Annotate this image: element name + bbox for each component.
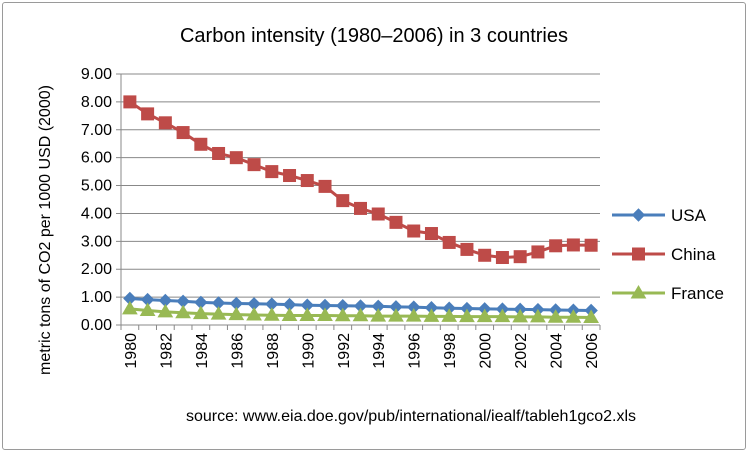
x-tick-label: 1980 (123, 333, 140, 369)
legend-swatch-marker (632, 247, 645, 261)
y-tick-label: 8.00 (81, 94, 112, 111)
x-tick-label: 1986 (229, 333, 246, 369)
y-tick-label: 6.00 (81, 150, 112, 167)
legend-label: France (671, 284, 724, 303)
data-point-china (300, 174, 314, 188)
chart-frame (2, 2, 746, 450)
data-point-france (494, 308, 511, 323)
data-point-france (423, 308, 440, 322)
x-tick-label: 2000 (478, 333, 495, 369)
data-point-france (565, 309, 582, 323)
data-point-france (476, 308, 493, 323)
legend-entry-usa: USA (612, 206, 707, 225)
data-point-france (139, 302, 156, 316)
x-tick-label: 2006 (584, 333, 601, 369)
data-point-france (281, 307, 298, 322)
data-point-france (246, 306, 262, 321)
series-line-china (129, 100, 592, 260)
series-france (121, 300, 600, 323)
y-tick-label: 9.00 (81, 66, 112, 83)
chart-title: Carbon intensity (1980–2006) in 3 countr… (180, 25, 568, 47)
data-point-china (549, 239, 563, 253)
axes: 0.00 1.00 2.00 3.00 4.00 5.00 6.00 7.00 8.00 9.00… (81, 66, 601, 369)
x-tick-label: 1998 (442, 333, 459, 369)
data-point-france (512, 308, 529, 323)
gridlines (116, 73, 600, 326)
data-point-china (123, 95, 137, 109)
x-tick-label: 1994 (371, 333, 388, 369)
data-point-china (442, 235, 456, 249)
data-point-china (478, 248, 492, 262)
data-point-france (210, 306, 227, 320)
x-tick-label: 1984 (194, 333, 211, 369)
data-point-china (531, 245, 545, 259)
data-point-china (460, 242, 474, 256)
data-point-france (263, 307, 280, 321)
data-point-china (389, 215, 403, 229)
data-point-france (192, 305, 209, 320)
data-point-china (141, 107, 155, 121)
y-tick-label: 7.00 (81, 122, 112, 139)
series-china (123, 95, 598, 265)
data-point-china (336, 194, 350, 208)
data-point-france (388, 308, 404, 322)
data-point-france (459, 308, 475, 323)
x-tick-label: 1996 (407, 333, 424, 369)
data-point-france (157, 303, 174, 318)
data-point-china (513, 250, 527, 264)
data-point-france (299, 307, 316, 322)
data-point-france (583, 309, 600, 323)
y-tick-label: 4.00 (81, 205, 112, 222)
x-tick-label: 2004 (549, 333, 566, 369)
y-tick-label: 1.00 (81, 289, 112, 306)
data-point-france (334, 307, 351, 322)
data-point-china (318, 179, 332, 193)
data-point-china (354, 201, 367, 215)
x-tick-label: 1982 (158, 333, 175, 369)
data-point-china (212, 146, 226, 160)
y-tick-label: 2.00 (81, 261, 112, 278)
data-point-france (317, 307, 333, 322)
legend: USA China France (612, 206, 724, 303)
y-axis-label: metric tons of CO2 per 1000 USD (2000) (37, 85, 54, 375)
data-point-china (176, 126, 190, 140)
x-tick-label: 1992 (336, 333, 353, 369)
y-tick-label: 3.00 (81, 233, 112, 250)
data-point-france (547, 309, 564, 323)
legend-swatch-marker (631, 208, 646, 222)
data-point-china (265, 165, 279, 179)
x-tick-label: 1988 (265, 333, 282, 369)
data-point-china (584, 238, 598, 252)
data-point-france (228, 306, 245, 321)
plot-area (121, 95, 600, 323)
legend-label: USA (671, 206, 707, 225)
data-point-france (530, 308, 546, 323)
source-note: source: www.eia.doe.gov/pub/internationa… (186, 408, 636, 425)
x-tick-label: 1990 (300, 333, 317, 369)
data-point-china (229, 151, 243, 165)
data-point-china (371, 207, 385, 221)
data-point-china (247, 158, 261, 172)
data-point-france (405, 308, 422, 322)
data-point-china (194, 137, 208, 151)
data-point-china (407, 224, 421, 238)
data-point-china (158, 116, 172, 130)
x-tick-label: 2002 (513, 333, 530, 369)
data-point-france (175, 304, 191, 319)
data-point-france (121, 300, 138, 315)
data-point-china (424, 227, 438, 241)
legend-label: China (671, 245, 716, 264)
legend-swatch-marker (630, 285, 647, 299)
legend-entry-china: China (612, 245, 716, 264)
data-point-france (441, 308, 458, 322)
data-point-france (370, 308, 387, 322)
data-point-france (352, 307, 369, 322)
y-tick-label: 5.00 (81, 178, 112, 195)
data-point-china (566, 238, 580, 252)
data-point-china (495, 251, 509, 265)
data-point-china (283, 169, 297, 183)
legend-entry-france: France (612, 284, 724, 303)
y-tick-label: 0.00 (81, 317, 112, 334)
